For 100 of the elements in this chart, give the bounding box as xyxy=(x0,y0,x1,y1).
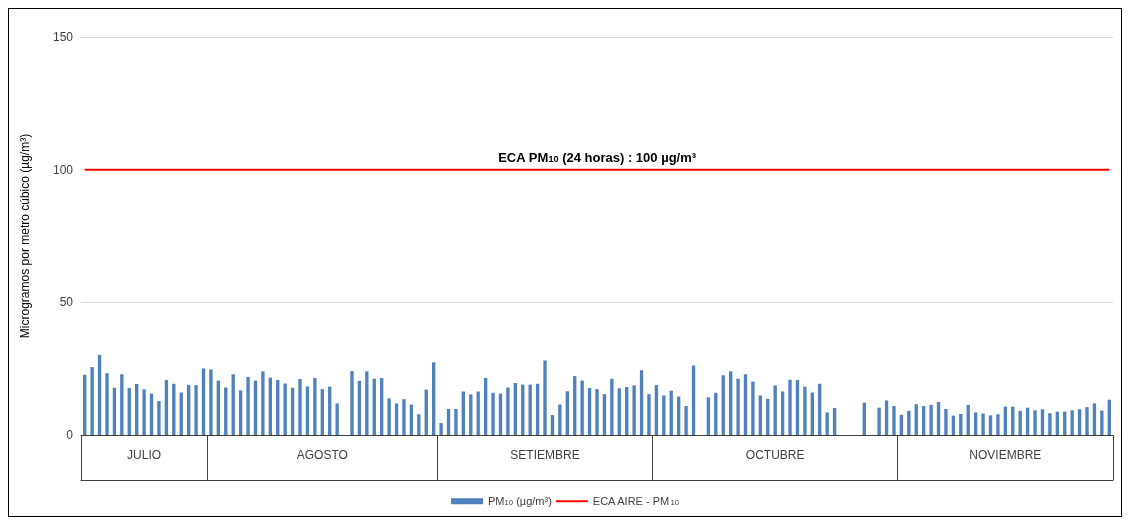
bar xyxy=(899,414,904,435)
y-tick-label: 100 xyxy=(52,162,74,177)
bar xyxy=(201,368,206,435)
bar xyxy=(313,377,317,435)
bar xyxy=(276,380,280,435)
bar xyxy=(97,354,102,435)
bar xyxy=(803,386,807,435)
bar xyxy=(944,409,948,435)
bar xyxy=(543,360,547,435)
bar xyxy=(469,394,473,435)
bar xyxy=(120,374,124,435)
bar xyxy=(238,390,243,435)
bar xyxy=(476,391,480,435)
bar xyxy=(431,362,436,435)
bar xyxy=(573,376,577,435)
bar xyxy=(662,395,666,435)
bar xyxy=(135,384,139,435)
bar xyxy=(558,404,562,435)
y-axis-title: Microgramos por metro cúbico (µg/m³) xyxy=(18,133,32,339)
bar xyxy=(936,402,941,435)
bar xyxy=(157,401,161,435)
bar xyxy=(610,378,614,435)
bar xyxy=(402,399,406,435)
y-tick-label: 150 xyxy=(52,30,74,44)
bar xyxy=(587,388,592,435)
bar xyxy=(261,371,265,435)
y-tick-label: 0 xyxy=(66,428,74,442)
x-tick-label: NOVIEMBRE xyxy=(969,448,1042,462)
bar xyxy=(996,414,1000,435)
bar xyxy=(1077,409,1082,435)
bar xyxy=(439,423,443,435)
bar xyxy=(617,388,621,435)
bar xyxy=(922,406,926,435)
bar xyxy=(706,397,711,435)
bar xyxy=(550,415,555,435)
bar xyxy=(127,388,131,435)
bar xyxy=(1070,410,1074,435)
bar xyxy=(357,380,362,435)
bar xyxy=(981,413,985,435)
bar xyxy=(877,407,881,435)
bar xyxy=(83,374,87,435)
bar xyxy=(743,374,748,435)
bar xyxy=(654,385,659,435)
bar xyxy=(417,414,421,435)
bar xyxy=(350,371,354,435)
bar xyxy=(914,404,918,435)
x-tick-label: SETIEMBRE xyxy=(510,448,580,462)
bar xyxy=(959,414,963,435)
bar xyxy=(966,405,970,435)
bar xyxy=(105,373,109,435)
bar xyxy=(795,380,800,435)
bar xyxy=(892,406,896,435)
bar xyxy=(1100,410,1104,435)
bar xyxy=(632,385,636,435)
bar xyxy=(602,394,607,435)
bar xyxy=(506,387,510,435)
bar xyxy=(320,389,324,435)
bar xyxy=(387,398,391,435)
bar xyxy=(684,406,688,435)
bar xyxy=(164,380,169,435)
bar xyxy=(209,369,213,435)
bar xyxy=(1048,413,1052,435)
bar xyxy=(194,385,198,435)
bar xyxy=(335,403,339,435)
bar xyxy=(409,404,414,435)
bar xyxy=(305,386,310,435)
bar xyxy=(751,381,755,435)
bar xyxy=(298,379,302,435)
bar xyxy=(1033,410,1037,435)
bar xyxy=(773,385,777,435)
bar xyxy=(1085,407,1089,435)
bar xyxy=(1092,403,1097,435)
bar xyxy=(446,409,451,435)
bar xyxy=(832,407,837,435)
bar xyxy=(268,377,272,435)
bar xyxy=(483,377,488,435)
bar xyxy=(788,379,792,435)
x-tick-label: OCTUBRE xyxy=(745,448,805,462)
bar xyxy=(513,382,517,435)
annotation: ECA PM10 (24 horas) : 100 µg/m³ xyxy=(498,149,697,165)
bar xyxy=(929,405,933,435)
y-tick-label: 50 xyxy=(59,295,74,310)
bar xyxy=(491,392,495,435)
bar xyxy=(691,365,696,435)
bar xyxy=(736,378,740,435)
bar xyxy=(90,367,94,435)
bar xyxy=(231,374,235,435)
bar xyxy=(565,391,569,435)
bar xyxy=(365,371,369,435)
bar xyxy=(973,412,978,435)
bar xyxy=(825,412,829,435)
bar xyxy=(580,380,584,435)
bar xyxy=(595,389,599,435)
bar xyxy=(988,415,993,435)
bar xyxy=(647,394,651,435)
x-tick-label: JULIO xyxy=(127,448,162,462)
bar xyxy=(380,377,384,435)
bar xyxy=(246,376,250,435)
bar xyxy=(142,389,146,435)
x-tick-label: AGOSTO xyxy=(296,448,348,462)
